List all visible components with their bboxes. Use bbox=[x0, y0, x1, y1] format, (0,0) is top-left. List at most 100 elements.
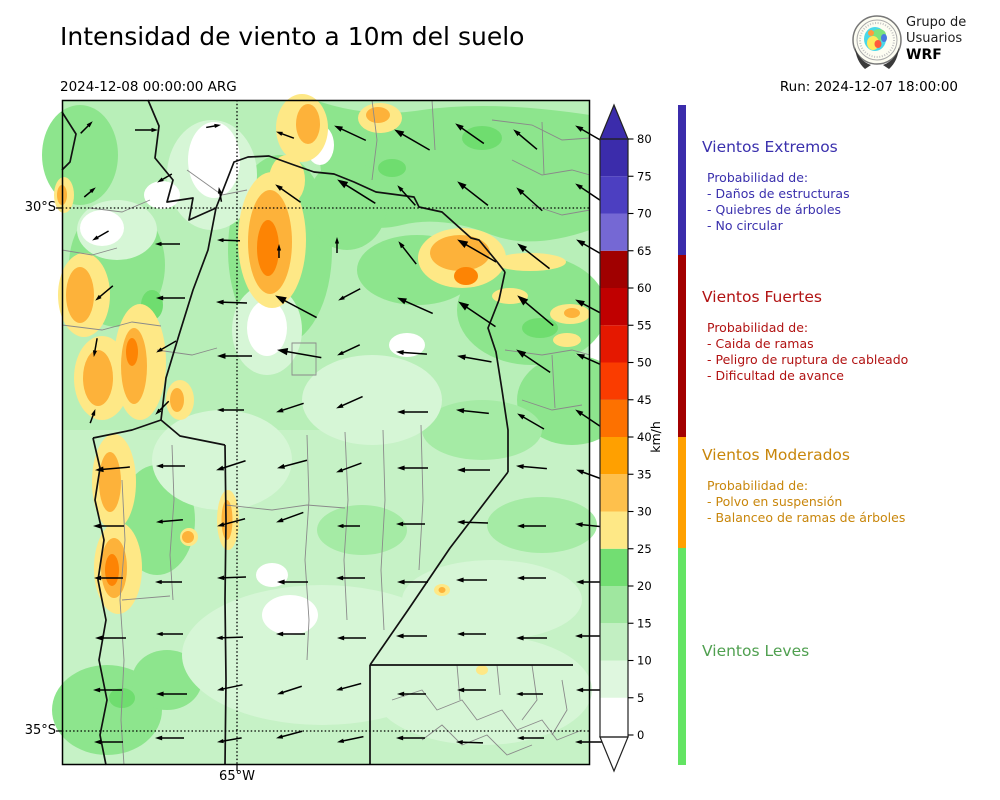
svg-text:15: 15 bbox=[637, 616, 652, 630]
colorbar: 0 5 10 15 20 25 30 35 40 45 50 55 60 65 70 75 80 bbox=[599, 103, 652, 773]
axis-ticks bbox=[56, 207, 238, 771]
wind-arrow bbox=[157, 173, 173, 183]
wind-arrow bbox=[337, 523, 360, 529]
wind-arrow bbox=[396, 349, 427, 355]
category-bar bbox=[678, 105, 686, 765]
svg-text:5: 5 bbox=[637, 691, 644, 705]
logo-line-2: Usuarios bbox=[906, 31, 963, 46]
lat-label-35s: 35°S bbox=[24, 723, 56, 738]
wind-arrow bbox=[277, 348, 322, 359]
wind-arrow bbox=[155, 735, 184, 741]
wind-arrow bbox=[216, 635, 244, 640]
legend-line: Probabilidad de: bbox=[707, 170, 809, 185]
wind-arrow bbox=[216, 299, 248, 305]
legend-line: - No circular bbox=[707, 218, 783, 233]
wind-arrow bbox=[92, 338, 98, 357]
wind-arrow bbox=[336, 682, 362, 691]
legend-heading-fuertes: Vientos Fuertes bbox=[702, 288, 822, 306]
wind-arrow bbox=[517, 523, 546, 529]
wind-arrow bbox=[457, 519, 489, 525]
wind-arrow bbox=[398, 241, 417, 265]
department-borders bbox=[61, 99, 591, 766]
legend-line: Probabilidad de: bbox=[707, 478, 809, 493]
colorbar-unit-label: km/h bbox=[648, 421, 663, 453]
wind-arrow bbox=[95, 466, 130, 473]
wind-arrow bbox=[517, 413, 545, 430]
legend-lines-extremos: Probabilidad de: - Daños de estructuras - … bbox=[702, 170, 996, 234]
wind-arrow bbox=[334, 125, 367, 142]
graticule-layer bbox=[62, 100, 590, 765]
wind-arrow bbox=[276, 402, 304, 413]
legend-line: - Dificultad de avance bbox=[707, 368, 844, 383]
legend-line: - Polvo en suspensión bbox=[707, 494, 843, 509]
wind-arrow bbox=[575, 409, 603, 429]
legend-section-extremos: Vientos Extremos Probabilidad de: - Daños… bbox=[702, 138, 996, 234]
wind-arrow bbox=[396, 633, 427, 639]
wind-arrow bbox=[217, 187, 223, 202]
wind-arrow bbox=[457, 631, 486, 637]
wrf-logo: Grupo de Usuarios WRF bbox=[851, 13, 1000, 73]
legend-line: - Quiebres de árboles bbox=[707, 202, 842, 217]
wind-arrow bbox=[457, 467, 490, 473]
wind-arrow bbox=[156, 463, 185, 469]
wind-arrow bbox=[80, 121, 93, 134]
wind-arrow bbox=[217, 407, 244, 413]
wind-arrow bbox=[513, 129, 538, 150]
province-borders bbox=[61, 99, 573, 766]
wind-arrow bbox=[517, 295, 554, 327]
wind-arrow bbox=[457, 354, 492, 363]
svg-text:80: 80 bbox=[637, 132, 652, 146]
wind-arrow bbox=[156, 340, 177, 353]
svg-text:0: 0 bbox=[637, 728, 644, 742]
legend-lines-fuertes: Probabilidad de: - Caida de ramas - Peligr… bbox=[702, 320, 996, 384]
wind-arrow bbox=[334, 237, 340, 253]
wind-arrow bbox=[94, 739, 123, 745]
svg-text:70: 70 bbox=[637, 207, 652, 221]
wind-arrow bbox=[206, 123, 221, 129]
wind-arrow bbox=[156, 518, 183, 524]
wind-arrow bbox=[575, 739, 602, 745]
legend-line: Probabilidad de: bbox=[707, 320, 809, 335]
wind-arrow bbox=[456, 577, 487, 583]
logo-line-1: Grupo de bbox=[906, 15, 967, 30]
svg-text:40: 40 bbox=[637, 430, 652, 444]
wind-arrow bbox=[516, 349, 551, 373]
wind-arrow bbox=[95, 285, 114, 301]
wind-arrow bbox=[276, 730, 303, 739]
legend-section-leves: Vientos Leves bbox=[702, 642, 996, 674]
wind-arrow bbox=[277, 685, 303, 695]
svg-text:75: 75 bbox=[637, 169, 652, 183]
wind-arrow bbox=[89, 409, 96, 424]
wind-arrow bbox=[92, 230, 109, 241]
wind-arrow bbox=[275, 295, 317, 319]
wind-arrow bbox=[397, 579, 428, 585]
wind-arrow bbox=[135, 127, 158, 133]
legend-heading-moderados: Vientos Moderados bbox=[702, 446, 850, 464]
legend-line: - Daños de estructuras bbox=[707, 186, 850, 201]
wind-arrow bbox=[458, 301, 496, 328]
lon-label-65w: 65°W bbox=[219, 769, 255, 784]
wind-arrow bbox=[217, 737, 242, 744]
logo-emblem-icon bbox=[852, 15, 902, 69]
wind-arrow bbox=[276, 631, 305, 637]
legend-line: - Caida de ramas bbox=[707, 336, 814, 351]
legend-lines-moderados: Probabilidad de: - Polvo en suspensión - B… bbox=[702, 478, 996, 526]
run-label: Run: 2024-12-07 18:00:00 bbox=[779, 79, 958, 95]
wind-arrows-layer bbox=[80, 121, 610, 745]
wind-arrow bbox=[457, 181, 489, 206]
wind-arrow bbox=[276, 131, 295, 139]
wind-arrow bbox=[95, 635, 126, 641]
wind-arrow bbox=[394, 129, 431, 151]
wind-arrow bbox=[156, 295, 185, 301]
wind-arrow bbox=[337, 344, 361, 356]
wind-arrow bbox=[156, 631, 183, 637]
wind-arrow bbox=[155, 579, 182, 585]
lat-label-30s: 30°S bbox=[24, 200, 56, 215]
wind-arrow bbox=[155, 400, 170, 415]
legend-section-moderados: Vientos Moderados Probabilidad de: - Polv… bbox=[702, 446, 996, 526]
wind-arrow bbox=[275, 184, 302, 203]
wind-arrow bbox=[517, 575, 546, 581]
legend-line: - Balanceo de ramas de árboles bbox=[707, 510, 906, 525]
legend-section-fuertes: Vientos Fuertes Probabilidad de: - Caida … bbox=[702, 288, 996, 384]
wind-arrow bbox=[397, 691, 426, 697]
